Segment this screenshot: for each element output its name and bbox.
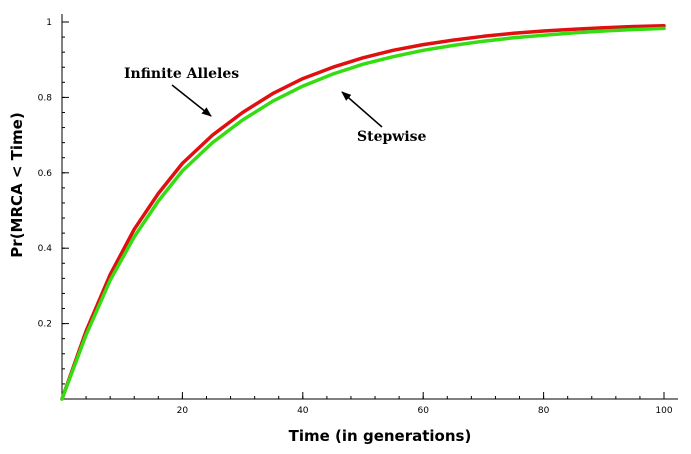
axes: 20 40 60 80 100 0.2 0.4 0.6 0.8 1 bbox=[38, 14, 678, 416]
x-axis-title: Time (in generations) bbox=[289, 427, 472, 445]
x-tick-label: 100 bbox=[655, 406, 672, 416]
y-axis-title: Pr(MRCA < Time) bbox=[8, 112, 26, 257]
series-group bbox=[60, 24, 666, 401]
y-tick-label: 0.4 bbox=[38, 244, 53, 254]
x-tick-label: 40 bbox=[297, 406, 309, 416]
x-major-ticks: 20 40 60 80 100 bbox=[177, 392, 673, 416]
annotation-infinite-alleles: Infinite Alleles bbox=[124, 66, 239, 82]
x-tick-label: 80 bbox=[538, 406, 550, 416]
annotation-arrow-stepwise bbox=[341, 91, 383, 128]
annotation-arrow-infinite-alleles bbox=[171, 84, 212, 117]
y-major-ticks: 0.2 0.4 0.6 0.8 1 bbox=[38, 18, 69, 330]
y-tick-label: 1 bbox=[46, 18, 52, 28]
annotation-stepwise: Stepwise bbox=[357, 129, 427, 145]
y-tick-label: 0.6 bbox=[38, 169, 53, 179]
y-tick-label: 0.8 bbox=[38, 93, 53, 103]
x-tick-label: 60 bbox=[417, 406, 429, 416]
series-line-stepwise bbox=[60, 26, 666, 401]
x-tick-label: 20 bbox=[177, 406, 189, 416]
series-line-infinite-alleles bbox=[60, 24, 666, 401]
y-tick-label: 0.2 bbox=[38, 320, 52, 330]
